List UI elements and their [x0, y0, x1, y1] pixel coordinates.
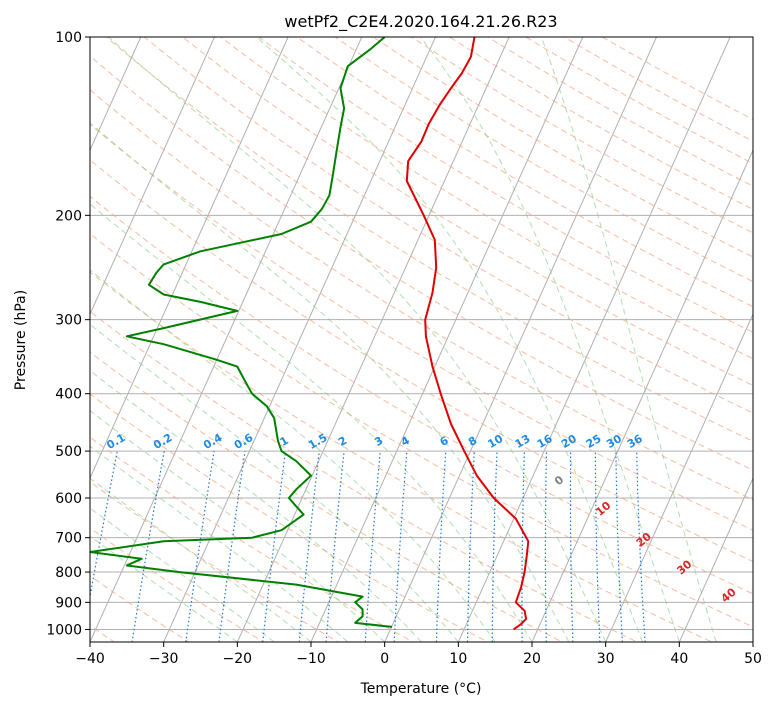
moist-adiabat	[90, 445, 349, 642]
x-tick-label: 40	[670, 651, 688, 667]
isotherm-line	[310, 37, 584, 642]
plot-frame	[89, 36, 754, 643]
dry-adiabat	[90, 55, 753, 471]
moist-adiabat	[90, 122, 570, 642]
x-tick-label: 10	[449, 651, 467, 667]
isotherm-line	[90, 37, 142, 152]
mixing-ratio-line	[466, 451, 475, 642]
isotherm-line	[236, 37, 510, 642]
isotherm-line	[163, 37, 437, 642]
x-tick-label: −30	[149, 651, 179, 667]
y-tick-label: 300	[55, 313, 82, 329]
y-tick-label: 700	[55, 531, 82, 547]
x-tick-label: 30	[597, 651, 615, 667]
x-tick-label: 20	[523, 651, 541, 667]
x-tick-label: −20	[223, 651, 253, 667]
mixing-ratio-line	[544, 451, 548, 642]
dewpoint-profile	[90, 37, 393, 628]
isotherm-line	[457, 37, 731, 642]
dry-adiabat	[296, 37, 753, 308]
moist-adiabat	[108, 37, 607, 642]
y-tick-label: 500	[55, 444, 82, 460]
isotherm-line	[90, 37, 216, 316]
dry-adiabat	[90, 89, 753, 501]
dry-adiabat	[258, 37, 753, 333]
mixing-ratio-line	[636, 451, 646, 642]
moist-adiabat	[90, 203, 533, 642]
dry-adiabat	[143, 37, 753, 414]
moist-adiabat	[90, 507, 275, 642]
moist-adiabat	[90, 323, 459, 642]
y-tick-label: 100	[55, 30, 82, 46]
dry-adiabat	[105, 37, 753, 442]
moist-adiabat	[90, 477, 312, 642]
dry-adiabat	[219, 37, 753, 360]
isotherm-line	[605, 312, 753, 642]
y-tick-label: 200	[55, 208, 82, 224]
dry-adiabat	[90, 527, 265, 642]
dry-adiabat	[90, 233, 753, 628]
mixing-ratio-line	[594, 451, 601, 642]
isotherm-line	[384, 37, 658, 642]
moist-adiabat	[540, 37, 717, 642]
moist-adiabat	[420, 37, 680, 642]
mixing-ratio-line	[491, 451, 498, 642]
moist-adiabat	[255, 37, 643, 642]
y-tick-label: 600	[55, 491, 82, 507]
mixing-ratio-line	[569, 451, 574, 642]
x-axis-label: Temperature (°C)	[360, 681, 482, 697]
x-tick-label: 50	[744, 651, 762, 667]
moist-adiabat	[90, 370, 422, 642]
isotherm-line	[90, 37, 289, 480]
y-tick-label: 900	[55, 595, 82, 611]
mixing-ratio-line	[521, 451, 525, 642]
dry-adiabat	[90, 195, 753, 595]
x-tick-label: 0	[380, 651, 389, 667]
y-tick-label: 800	[55, 565, 82, 581]
x-tick-label: −10	[296, 651, 326, 667]
mixing-ratio-line	[393, 451, 408, 642]
isotherm-line	[531, 148, 753, 642]
moist-adiabat	[90, 410, 386, 642]
dry-adiabat	[334, 37, 753, 283]
dry-adiabat	[90, 351, 564, 642]
dry-adiabat	[525, 37, 753, 165]
mixing-ratio-line	[435, 451, 447, 642]
temperature-profile	[405, 37, 530, 631]
dry-adiabat	[90, 310, 639, 642]
dry-adiabat	[181, 37, 753, 387]
y-tick-label: 400	[55, 387, 82, 403]
dry-adiabat	[90, 159, 753, 563]
moist-adiabat	[90, 535, 238, 642]
dry-adiabat	[563, 37, 753, 142]
dry-adiabat	[90, 271, 713, 642]
mixing-ratio-line	[615, 451, 623, 642]
dry-adiabat	[90, 123, 753, 531]
chart-title: wetPf2_C2E4.2020.164.21.26.R23	[284, 12, 557, 32]
y-axis-label: Pressure (hPa)	[13, 290, 29, 390]
x-tick-label: −40	[75, 651, 105, 667]
moist-adiabat	[90, 269, 496, 642]
y-tick-label: 1000	[46, 622, 82, 638]
